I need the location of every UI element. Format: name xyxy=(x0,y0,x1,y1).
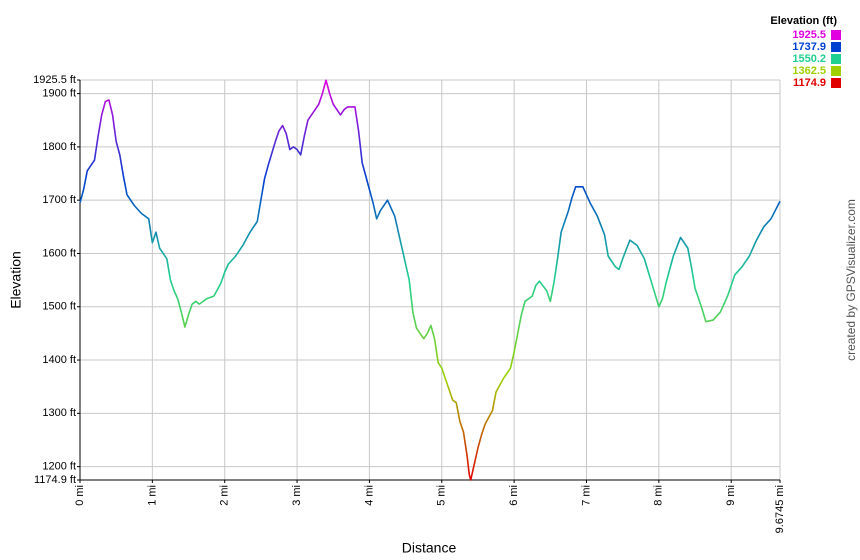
y-tick-label: 1900 ft xyxy=(42,87,76,99)
legend-label: 1362.5 xyxy=(792,65,826,77)
y-tick-label: 1800 ft xyxy=(42,141,76,153)
y-tick-label: 1500 ft xyxy=(42,301,76,313)
y-tick-label: 1174.9 ft xyxy=(34,474,76,486)
x-tick-label: 4 mi xyxy=(363,485,375,506)
legend-swatch xyxy=(831,42,841,52)
legend-label: 1174.9 xyxy=(793,77,826,89)
y-tick-label: 1600 ft xyxy=(42,247,76,259)
credit: created by GPSVisualizer.com xyxy=(844,199,858,361)
y-tick-label: 1700 ft xyxy=(42,194,76,206)
x-tick-label: 7 mi xyxy=(580,485,592,506)
x-tick-label: 0 mi xyxy=(74,485,86,506)
x-tick-label: 9.6745 mi xyxy=(774,485,786,533)
x-tick-label: 5 mi xyxy=(436,485,448,506)
legend-label: 1737.9 xyxy=(792,41,826,53)
legend-swatch xyxy=(831,54,841,64)
x-tick-label: 9 mi xyxy=(725,485,737,506)
x-tick-label: 8 mi xyxy=(653,485,665,506)
y-tick-label: 1925.5 ft xyxy=(33,74,76,86)
x-tick-label: 6 mi xyxy=(508,485,520,506)
y-tick-label: 1400 ft xyxy=(42,354,76,366)
x-tick-label: 2 mi xyxy=(219,485,231,506)
legend-swatch xyxy=(831,66,841,76)
legend-swatch xyxy=(831,78,841,88)
y-tick-label: 1300 ft xyxy=(42,407,76,419)
y-axis-title: Elevation xyxy=(8,251,24,309)
legend-swatch xyxy=(831,30,841,40)
x-tick-label: 1 mi xyxy=(146,485,158,506)
legend-label: 1925.5 xyxy=(792,29,826,41)
x-axis-title: Distance xyxy=(402,540,457,556)
y-tick-label: 1200 ft xyxy=(42,461,76,473)
x-tick-label: 3 mi xyxy=(291,485,303,506)
legend-title: Elevation (ft) xyxy=(770,15,837,27)
legend-label: 1550.2 xyxy=(792,53,826,65)
elevation-line xyxy=(79,79,781,481)
